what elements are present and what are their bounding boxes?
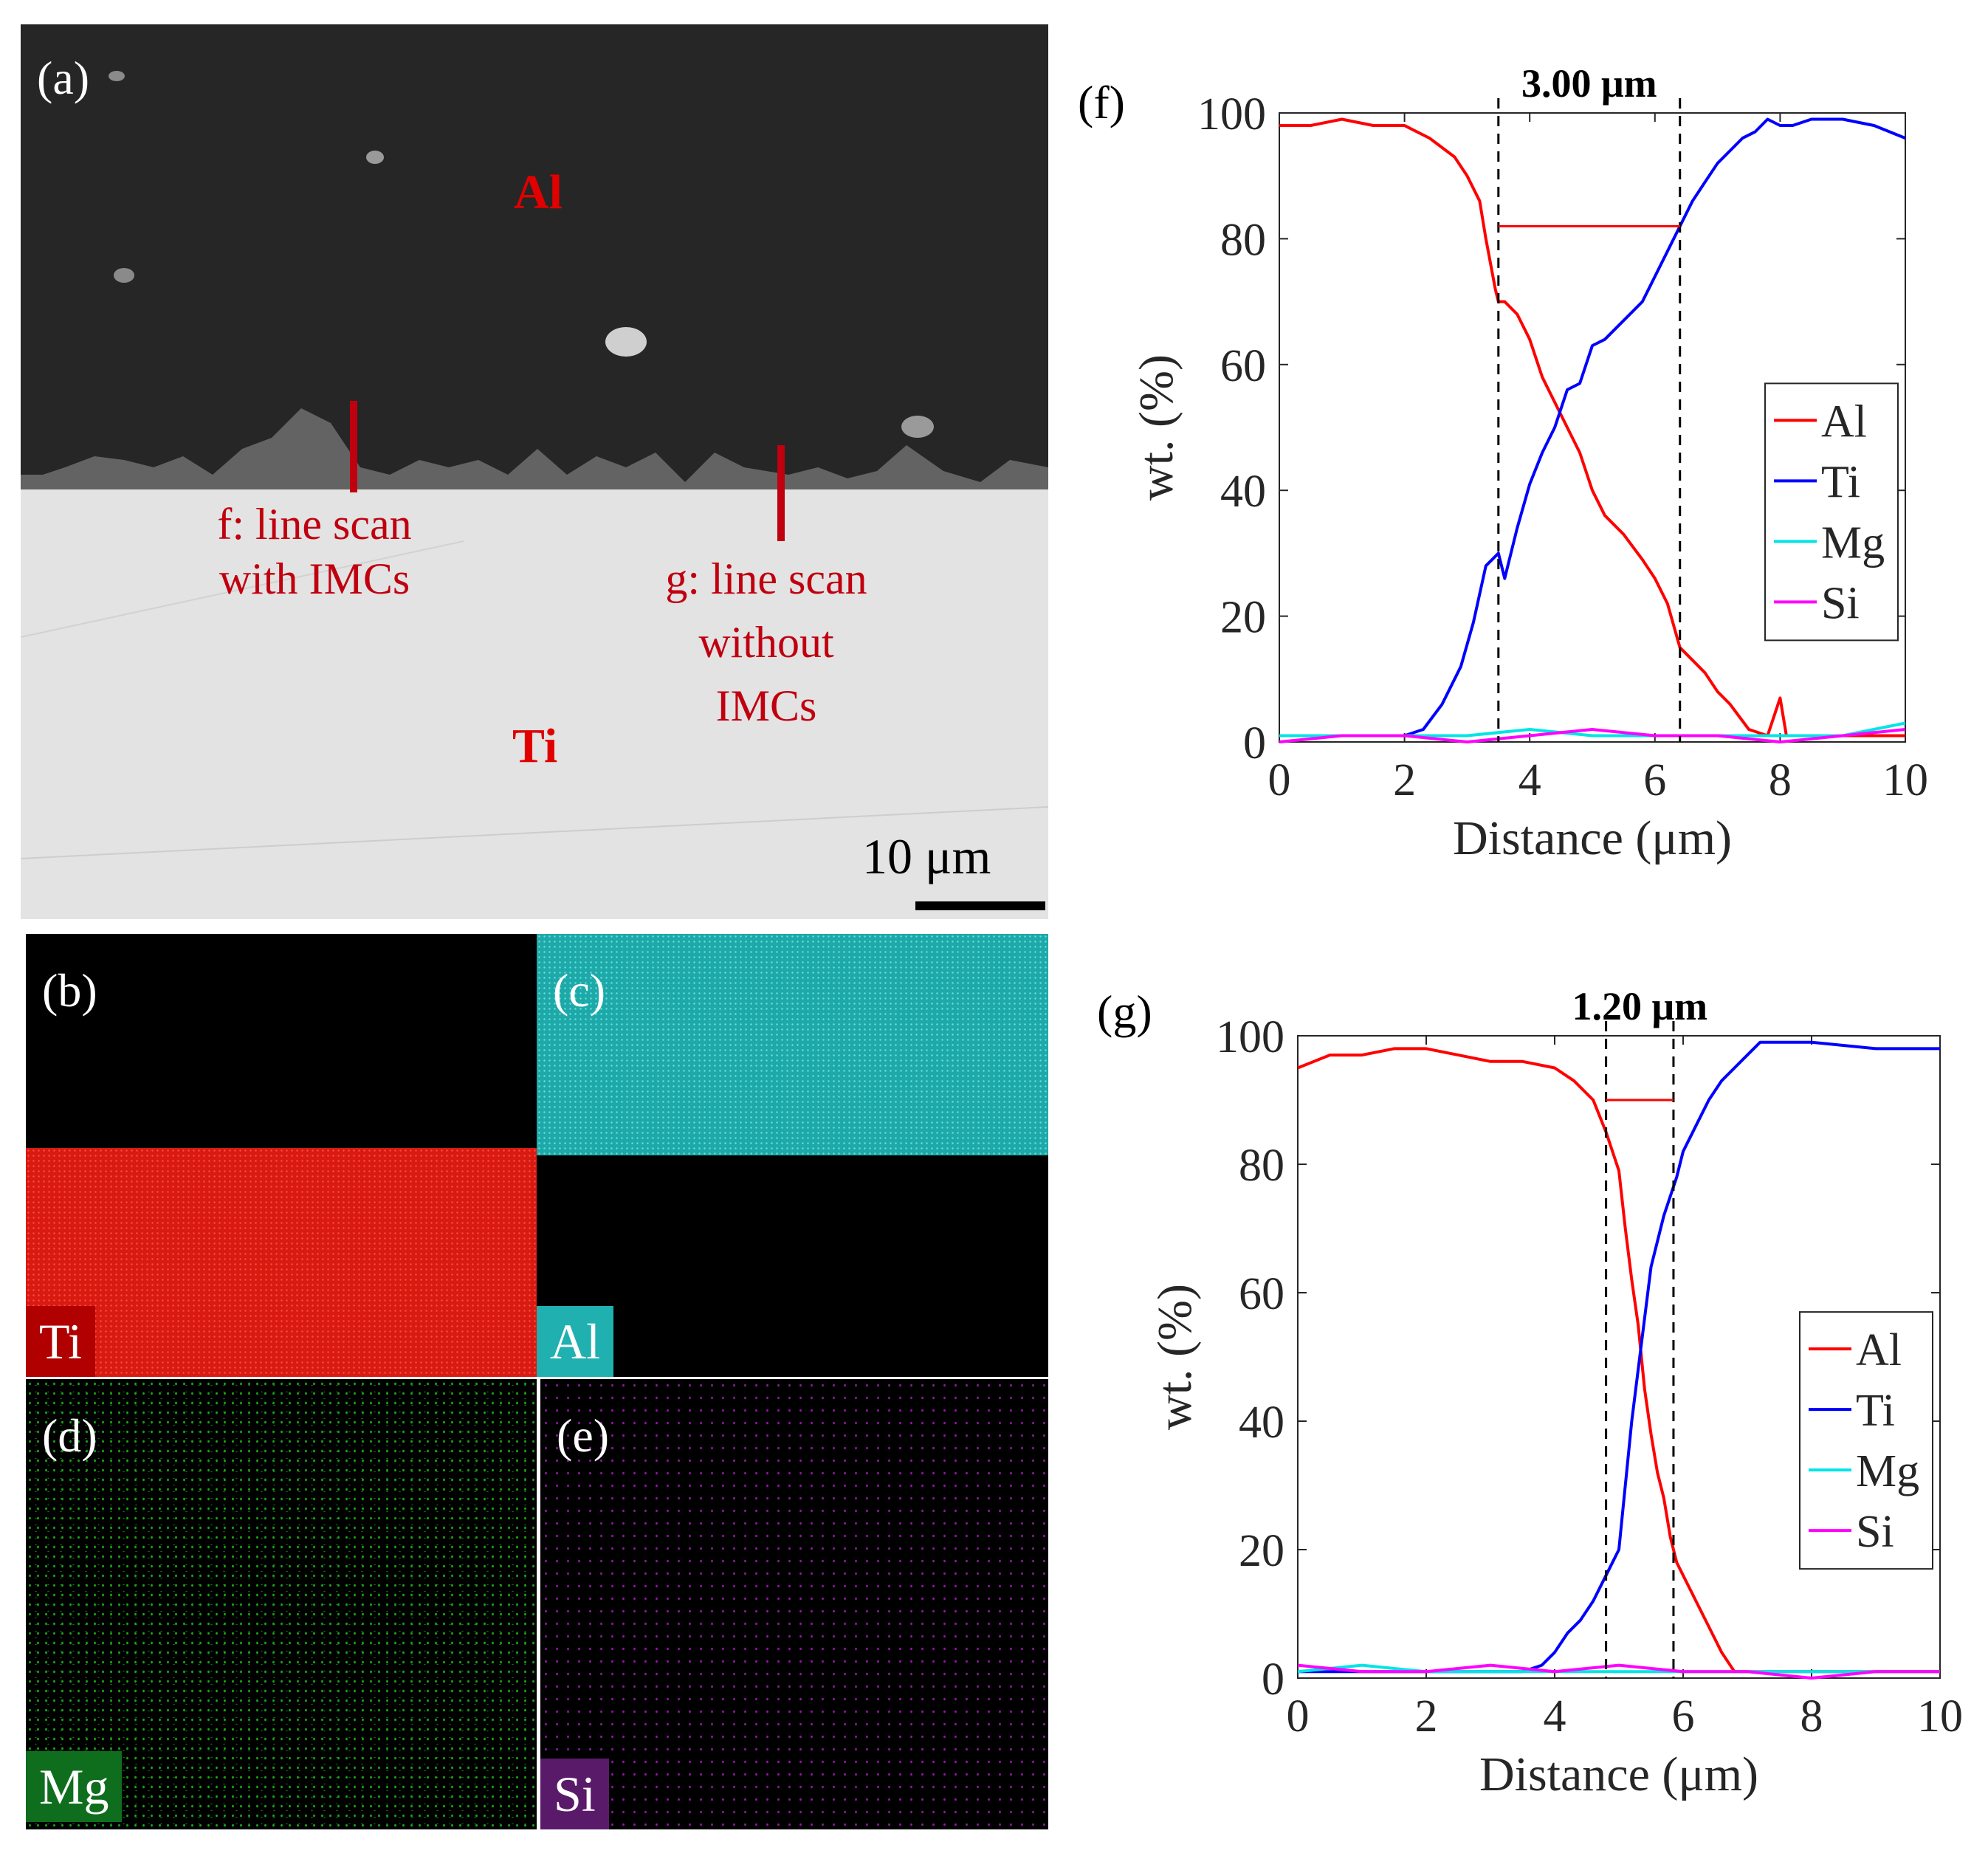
- chart-panel-label: (f): [1078, 76, 1125, 128]
- scale-bar-label: 10 μm: [862, 828, 991, 884]
- chart-f: (f) 0 2 4 6 8 10 0 20 40 60 80 100 Distance (μm) wt. (…: [1063, 30, 1986, 915]
- series-line-al: [1297, 1047, 1940, 1674]
- panel-label-b: (b): [42, 964, 97, 1017]
- layer-width-annotation: 3.00 μm: [1521, 61, 1657, 106]
- scan-g-caption-line: g: line scan: [665, 554, 867, 603]
- series-line-mg: [1297, 1663, 1940, 1674]
- y-tick-label: 100: [1216, 1012, 1284, 1062]
- panel-label-e: (e): [557, 1409, 610, 1462]
- legend-entry-mg: Mg: [1821, 518, 1885, 568]
- chart-g: (g) 0 2 4 6 8 10 0 20 40 60 80 100 Distance (μm) wt. (…: [1063, 967, 1986, 1853]
- region-label-al: Al: [514, 165, 563, 219]
- series-line-ti: [1298, 1040, 1940, 1674]
- legend-entry-si: Si: [1821, 578, 1860, 628]
- bright-particle: [901, 416, 934, 438]
- x-axis-label: Distance (μm): [1479, 1747, 1758, 1801]
- y-tick-label: 100: [1197, 89, 1266, 140]
- bright-particle: [366, 151, 384, 164]
- panel-c-al-map: (c) Al: [537, 934, 1048, 1377]
- scan-g-caption-line: without: [698, 618, 834, 667]
- element-tag-al: Al: [537, 1306, 613, 1377]
- surface-scratch: [21, 540, 464, 638]
- panel-a-sem-image: (a) Al Ti f: line scan with IMCs g: line…: [21, 24, 1048, 919]
- panel-label-a: (a): [37, 52, 90, 104]
- y-tick-label: 20: [1220, 593, 1266, 643]
- legend-entry-al: Al: [1821, 396, 1867, 447]
- x-tick-label: 8: [1800, 1691, 1823, 1742]
- chart-panel-label: (g): [1097, 986, 1152, 1038]
- x-tick-label: 4: [1518, 755, 1541, 805]
- ti-map-fill: [26, 1148, 537, 1377]
- legend-entry-ti: Ti: [1821, 457, 1860, 507]
- panel-b-ti-map: (b) Ti: [26, 934, 537, 1377]
- legend-entry-ti: Ti: [1856, 1386, 1895, 1436]
- bright-particle: [109, 71, 125, 81]
- x-tick-label: 4: [1544, 1691, 1566, 1742]
- panel-e-si-map: (e) Si: [540, 1379, 1048, 1829]
- series-line-al: [1279, 117, 1905, 738]
- al-map-fill: [537, 934, 1048, 1155]
- interface-imc-bumps: [21, 408, 1048, 489]
- y-tick-label: 60: [1239, 1269, 1284, 1319]
- x-tick-label: 6: [1672, 1691, 1695, 1742]
- y-tick-label: 80: [1220, 215, 1266, 265]
- legend-entry-al: Al: [1856, 1325, 1902, 1375]
- x-tick-label: 0: [1287, 1691, 1310, 1742]
- legend-entry-si: Si: [1856, 1507, 1894, 1557]
- y-axis-label: wt. (%): [1129, 354, 1183, 501]
- al-layer: [21, 24, 1048, 489]
- scan-g-caption: g: line scan without IMCs: [626, 547, 907, 738]
- plot-frame: [1297, 1035, 1941, 1679]
- panel-label-c: (c): [553, 964, 606, 1017]
- element-tag-si: Si: [540, 1759, 609, 1829]
- region-label-ti: Ti: [512, 719, 558, 773]
- y-tick-label: 40: [1239, 1398, 1284, 1448]
- x-tick-label: 2: [1415, 1691, 1438, 1742]
- y-tick-label: 0: [1262, 1654, 1284, 1705]
- plot-frame: [1279, 112, 1906, 743]
- bright-particle: [605, 327, 647, 357]
- legend-box: [1799, 1311, 1933, 1570]
- x-tick-label: 10: [1882, 755, 1928, 805]
- scan-f-caption: f: line scan with IMCs: [174, 497, 455, 606]
- x-tick-label: 8: [1769, 755, 1792, 805]
- bright-particle: [114, 268, 134, 283]
- x-tick-label: 0: [1268, 755, 1291, 805]
- panel-label-d: (d): [42, 1409, 97, 1462]
- panel-d-mg-map: (d) Mg: [26, 1379, 537, 1829]
- surface-scratch: [21, 806, 1048, 859]
- legend-entry-mg: Mg: [1856, 1446, 1919, 1496]
- scan-g-caption-line: IMCs: [715, 681, 817, 730]
- legend-box: [1764, 382, 1899, 642]
- x-tick-label: 10: [1917, 1691, 1963, 1742]
- element-tag-ti: Ti: [26, 1306, 96, 1377]
- scan-line-f-marker: [350, 401, 357, 492]
- y-tick-label: 0: [1243, 718, 1266, 769]
- scan-line-g-marker: [777, 445, 785, 541]
- y-tick-label: 40: [1220, 467, 1266, 517]
- x-axis-label: Distance (μm): [1453, 811, 1732, 865]
- series-line-ti: [1279, 117, 1906, 738]
- x-tick-label: 2: [1393, 755, 1416, 805]
- scale-bar: [915, 901, 1045, 910]
- y-tick-label: 20: [1239, 1526, 1284, 1576]
- element-tag-mg: Mg: [26, 1751, 123, 1822]
- y-tick-label: 80: [1239, 1141, 1284, 1191]
- x-tick-label: 6: [1643, 755, 1666, 805]
- y-axis-label: wt. (%): [1148, 1284, 1202, 1430]
- y-tick-label: 60: [1220, 341, 1266, 391]
- scan-f-caption-line: f: line scan: [217, 500, 412, 549]
- scan-f-caption-line: with IMCs: [219, 554, 410, 603]
- series-line-si: [1297, 1663, 1940, 1680]
- sem-image-svg: [21, 24, 1048, 919]
- layer-width-annotation: 1.20 μm: [1572, 984, 1707, 1028]
- series-line-si: [1279, 728, 1906, 743]
